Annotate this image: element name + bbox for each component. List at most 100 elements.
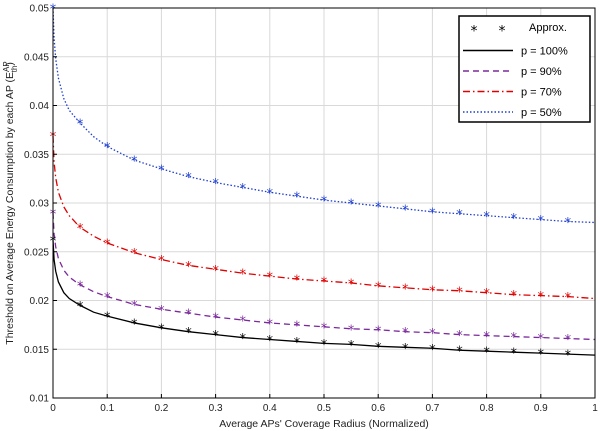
approx-marker: * <box>185 171 192 186</box>
approx-marker: * <box>294 336 301 351</box>
approx-marker: * <box>294 319 301 334</box>
approx-marker: * <box>456 329 463 344</box>
legend-label: Approx. <box>529 22 567 34</box>
approx-marker: * <box>294 191 301 206</box>
y-tick-label: 0.015 <box>24 345 49 356</box>
approx-marker: * <box>185 260 192 275</box>
approx-marker: * <box>267 187 274 202</box>
approx-marker: * <box>348 339 355 354</box>
x-tick-label: 0.2 <box>154 403 168 414</box>
approx-marker: * <box>77 300 84 315</box>
approx-marker: * <box>158 254 165 269</box>
y-tick-label: 0.01 <box>30 394 50 405</box>
approx-marker: * <box>267 334 274 349</box>
x-axis-label: Average APs' Coverage Radius (Normalized… <box>219 418 429 430</box>
approx-marker: * <box>510 347 517 362</box>
x-tick-label: 1 <box>592 403 598 414</box>
approx-marker: * <box>131 247 138 262</box>
series-line-2 <box>52 212 596 341</box>
approx-marker: * <box>348 323 355 338</box>
approx-marker: * <box>158 163 165 178</box>
series-line-1 <box>52 240 596 356</box>
approx-marker: * <box>185 308 192 323</box>
x-tick-label: 0.8 <box>480 403 494 414</box>
x-tick-label: 0.5 <box>317 403 331 414</box>
approx-marker: * <box>565 216 572 231</box>
approx-marker: * <box>321 338 328 353</box>
legend: * * Approx. p = 100% p = 90% p = 70% p = 50% <box>458 15 591 123</box>
approx-marker: * <box>104 291 111 306</box>
approx-marker: * <box>321 276 328 291</box>
approx-marker: * <box>402 326 409 341</box>
approx-marker: * <box>131 299 138 314</box>
legend-box <box>458 15 591 123</box>
approx-marker: * <box>538 332 545 347</box>
legend-label: p = 100% <box>521 46 568 58</box>
approx-marker: * <box>212 312 219 327</box>
approx-marker: * <box>348 277 355 292</box>
y-tick-label: 0.05 <box>30 4 50 15</box>
approx-marker: * <box>375 341 382 356</box>
y-tick-label: 0.04 <box>30 101 50 112</box>
approx-marker: * <box>239 268 246 283</box>
approx-marker: * <box>104 311 111 326</box>
approx-marker: * <box>239 315 246 330</box>
approx-marker: * <box>239 182 246 197</box>
y-axis-label-close: ) <box>4 62 16 66</box>
approx-marker: * <box>131 155 138 170</box>
legend-label: p = 70% <box>521 87 562 99</box>
approx-marker: * <box>456 345 463 360</box>
approx-marker: * <box>402 203 409 218</box>
approx-marker: * <box>402 282 409 297</box>
approx-marker: * <box>131 317 138 332</box>
ticks: 0 0.1 0.2 0.3 0.4 0.5 0.6 0.7 0.8 0.9 1 0.01 0.015 0.… <box>24 4 598 415</box>
x-tick-label: 0 <box>50 403 56 414</box>
approx-marker: * <box>158 304 165 319</box>
y-tick-label: 0.045 <box>24 52 49 63</box>
y-axis-label-sup: AP <box>2 61 11 72</box>
approx-marker: * <box>483 330 490 345</box>
approx-marker: * <box>483 210 490 225</box>
approx-marker: * <box>429 343 436 358</box>
approx-marker: * <box>77 222 84 237</box>
approx-marker: * <box>375 280 382 295</box>
x-tick-label: 0.7 <box>425 403 439 414</box>
approx-marker: * <box>456 285 463 300</box>
x-tick-label: 0.6 <box>371 403 385 414</box>
approx-marker: * <box>429 327 436 342</box>
approx-marker: * <box>483 287 490 302</box>
series-line-4 <box>52 7 596 224</box>
approx-marker: * <box>538 348 545 363</box>
approx-marker: * <box>348 198 355 213</box>
approx-marker: * <box>267 271 274 286</box>
approx-marker: * <box>510 289 517 304</box>
approx-marker: * <box>510 331 517 346</box>
approx-marker: * <box>294 274 301 289</box>
y-tick-label: 0.035 <box>24 150 49 161</box>
approx-marker: * <box>212 329 219 344</box>
y-axis-label-sub: th <box>10 66 19 73</box>
approx-marker: * <box>565 291 572 306</box>
marker-layer: *** * * * * * * * * * * * * * * * * ***** * * * * * * * * * * * * * * * *… <box>50 3 572 364</box>
legend-label: p = 50% <box>521 107 562 119</box>
approx-marker: * <box>456 208 463 223</box>
approx-marker: * <box>429 284 436 299</box>
legend-label: p = 90% <box>521 66 562 78</box>
approx-marker: * <box>538 214 545 229</box>
approx-marker: * <box>104 237 111 252</box>
x-tick-label: 0.9 <box>534 403 548 414</box>
approx-marker: * <box>429 206 436 221</box>
y-tick-label: 0.02 <box>30 296 50 307</box>
approx-marker: * <box>483 346 490 361</box>
approx-marker: * <box>321 195 328 210</box>
approx-marker: * <box>104 141 111 156</box>
y-axis-label: Threshold on Average Energy Consumption … <box>2 61 19 344</box>
legend-approx-marker: * <box>499 24 506 40</box>
approx-marker: * <box>375 324 382 339</box>
approx-marker: * <box>321 321 328 336</box>
approx-marker: * <box>212 177 219 192</box>
approx-marker: * <box>239 332 246 347</box>
approx-marker: * <box>402 342 409 357</box>
x-tick-label: 0.4 <box>263 403 277 414</box>
